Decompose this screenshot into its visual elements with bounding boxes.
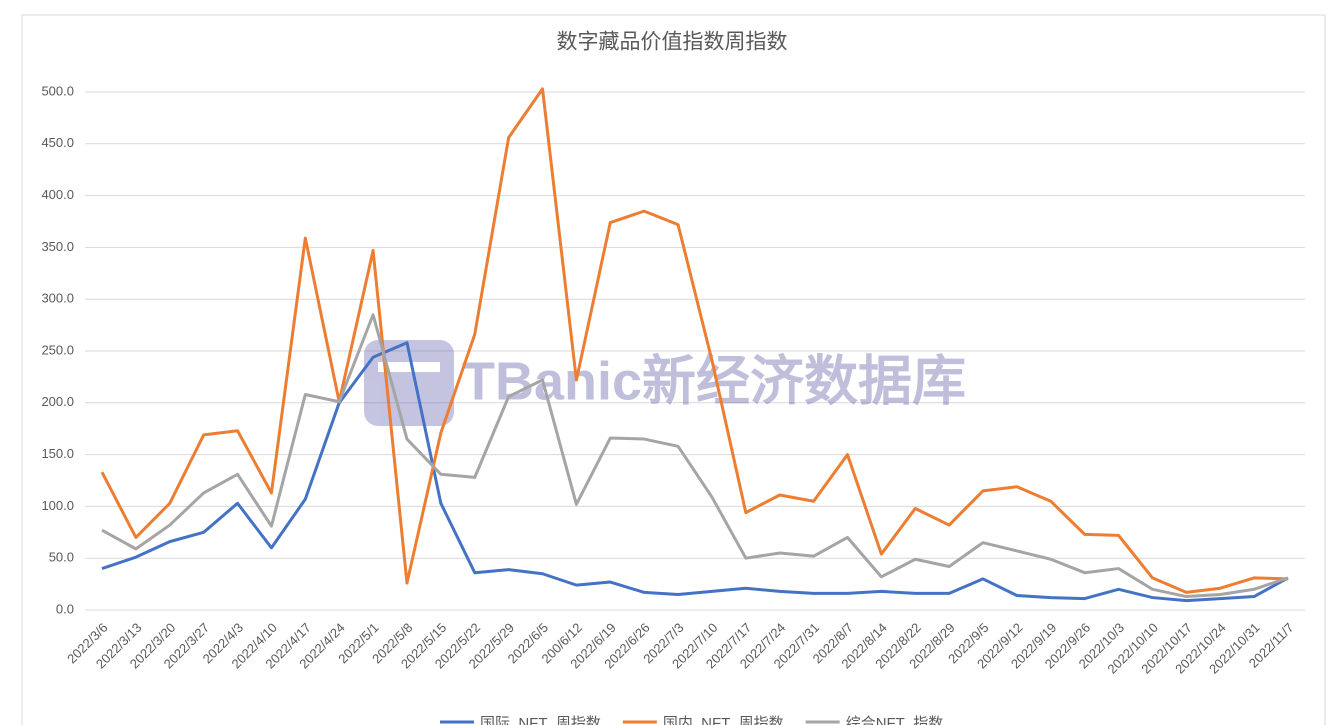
y-tick-label: 100.0 xyxy=(41,498,74,513)
y-tick-label: 400.0 xyxy=(41,187,74,202)
legend-label: 国内_NFT_周指数 xyxy=(663,715,784,725)
watermark-text: TBanic新经济数据库 xyxy=(462,351,966,411)
series-line xyxy=(100,87,1289,594)
y-tick-label: 0.0 xyxy=(56,601,74,616)
y-tick-label: 200.0 xyxy=(41,394,74,409)
y-tick-label: 450.0 xyxy=(41,135,74,150)
series-line xyxy=(101,341,1289,603)
y-tick-label: 250.0 xyxy=(41,342,74,357)
y-tick-label: 300.0 xyxy=(41,291,74,306)
grid xyxy=(85,91,1305,611)
y-tick-label: 500.0 xyxy=(41,83,74,98)
chart-frame xyxy=(21,14,1326,725)
y-tick-label: 350.0 xyxy=(41,239,74,254)
y-tick-label: 50.0 xyxy=(49,550,74,565)
y-tick-label: 150.0 xyxy=(41,446,74,461)
chart-title: 数字藏品价值指数周指数 xyxy=(557,31,788,54)
legend-label: 综合NFT_指数 xyxy=(846,715,944,725)
series-line xyxy=(101,313,1289,599)
legend-label: 国际_NFT_周指数 xyxy=(480,715,601,725)
watermark-logo-stripe xyxy=(378,362,440,372)
